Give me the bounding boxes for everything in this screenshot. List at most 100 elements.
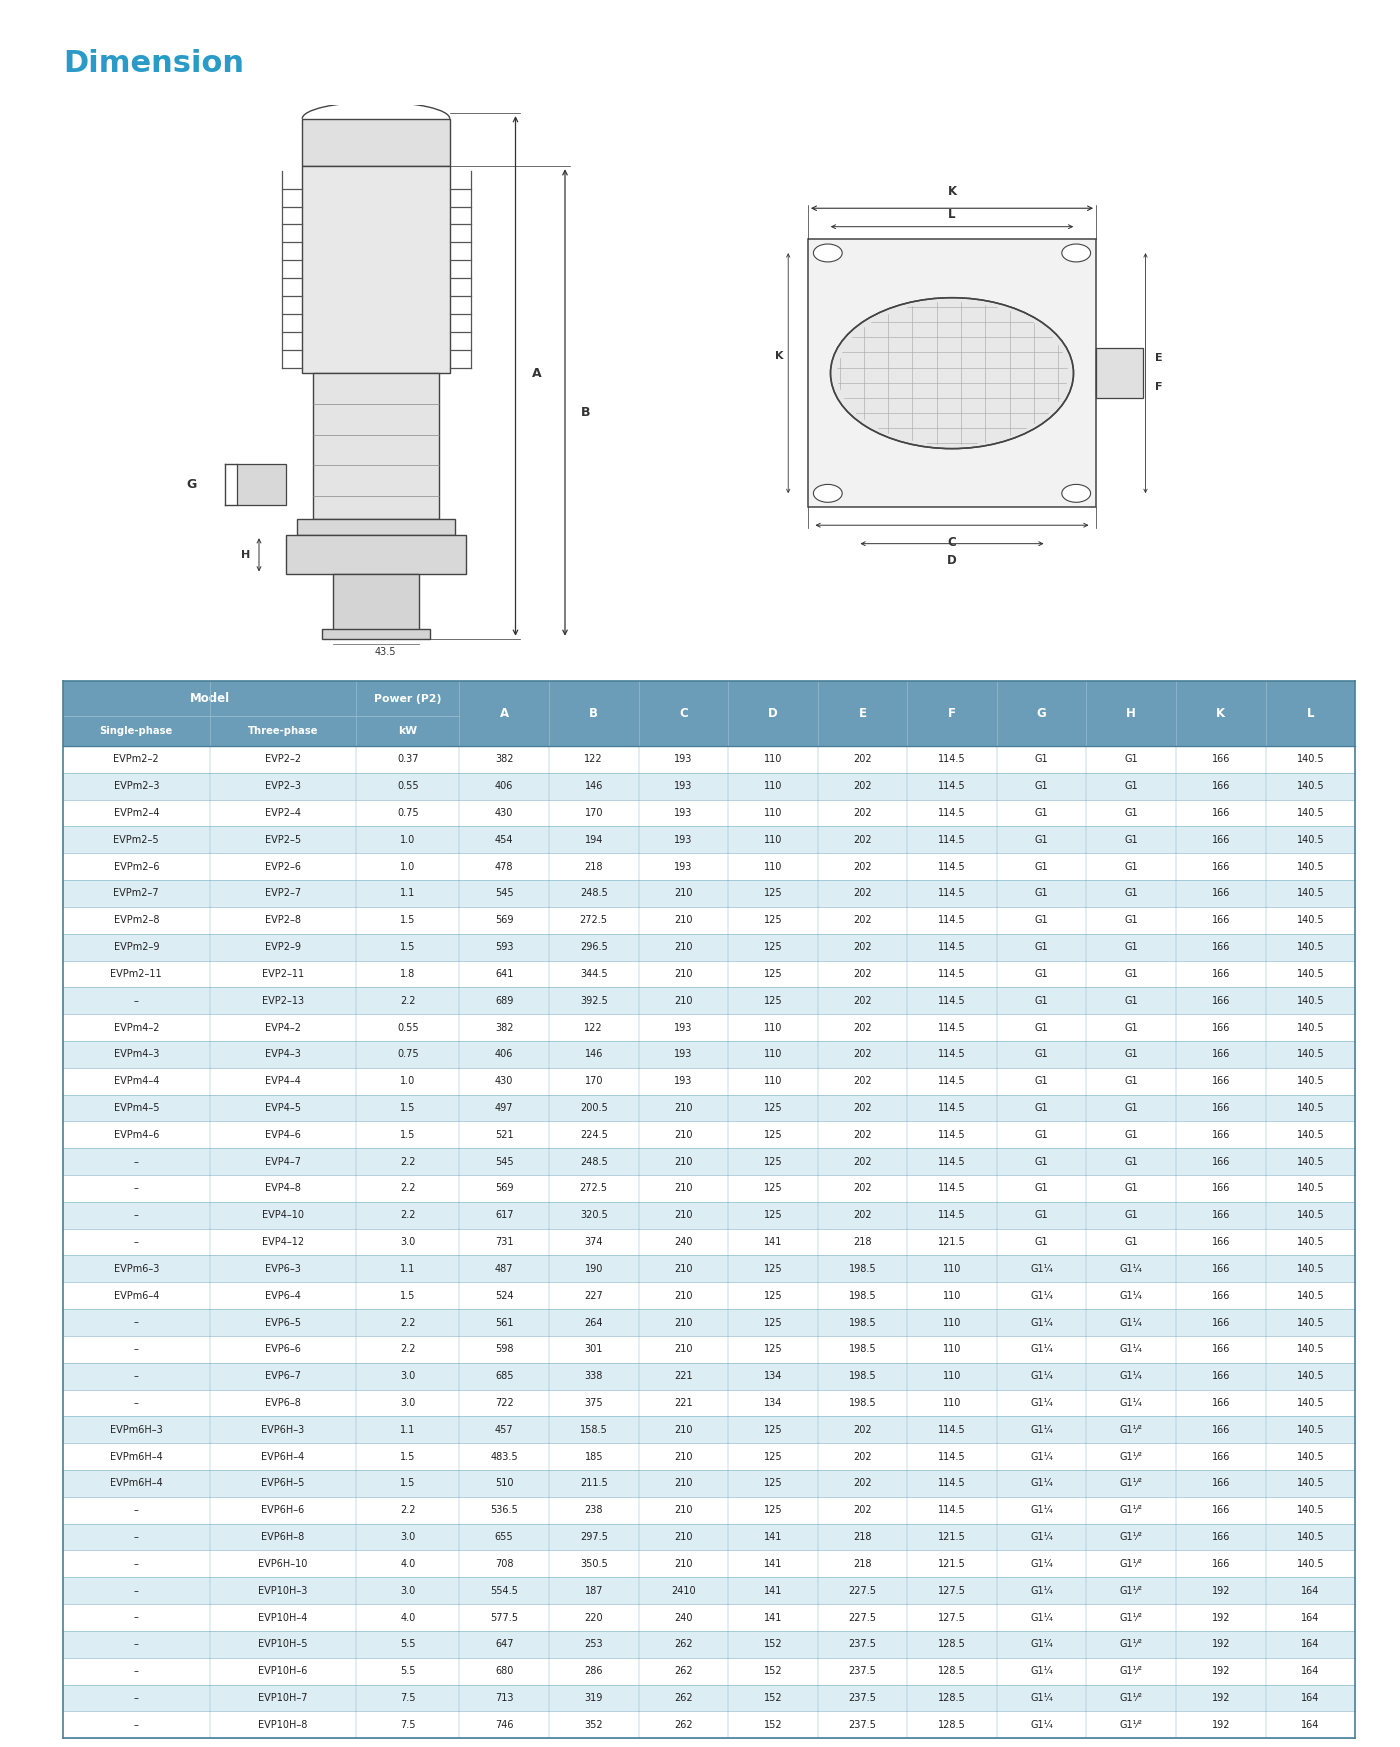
Text: G1: G1 (1124, 1022, 1138, 1032)
Text: G1: G1 (1035, 1022, 1049, 1032)
Text: G1: G1 (1035, 915, 1049, 926)
Text: EVP2–11: EVP2–11 (262, 970, 304, 978)
Text: 110: 110 (764, 835, 783, 846)
Text: 220: 220 (584, 1612, 603, 1623)
Text: 454: 454 (494, 835, 514, 846)
Text: 202: 202 (853, 1478, 872, 1488)
Text: 3.0: 3.0 (400, 1237, 416, 1247)
Text: 593: 593 (494, 942, 514, 952)
Text: G1: G1 (1035, 996, 1049, 1006)
Text: –: – (134, 1586, 139, 1595)
Text: 211.5: 211.5 (580, 1478, 608, 1488)
Text: 297.5: 297.5 (580, 1532, 608, 1543)
Text: L: L (948, 208, 956, 222)
Text: EVP6H–3: EVP6H–3 (262, 1426, 305, 1434)
Text: A: A (500, 708, 508, 720)
Text: 193: 193 (675, 1076, 693, 1087)
Text: EVP10H–7: EVP10H–7 (258, 1693, 308, 1703)
Text: 114.5: 114.5 (938, 889, 966, 898)
Text: 487: 487 (494, 1263, 514, 1274)
Text: 125: 125 (763, 1183, 783, 1193)
Text: 140.5: 140.5 (1296, 1237, 1324, 1247)
Text: 202: 202 (853, 1452, 872, 1462)
Text: F: F (948, 708, 956, 720)
Text: EVP6–4: EVP6–4 (265, 1291, 301, 1302)
Text: EVPm2–3: EVPm2–3 (113, 781, 160, 791)
Text: 110: 110 (942, 1345, 962, 1354)
Text: 746: 746 (494, 1719, 514, 1730)
Text: 210: 210 (673, 1532, 693, 1543)
Bar (237, 465, 286, 505)
Text: 140.5: 140.5 (1296, 1291, 1324, 1302)
Text: 164: 164 (1301, 1667, 1320, 1675)
Text: 194: 194 (585, 835, 603, 846)
Text: 641: 641 (496, 970, 514, 978)
Text: 210: 210 (673, 1211, 693, 1219)
Text: EVPm4–2: EVPm4–2 (113, 1022, 160, 1032)
Text: EVPm2–4: EVPm2–4 (113, 809, 160, 818)
Text: 237.5: 237.5 (848, 1639, 876, 1649)
Text: –: – (134, 1237, 139, 1247)
Text: 170: 170 (584, 1076, 603, 1087)
Text: G: G (186, 479, 196, 491)
Text: EVPm2–6: EVPm2–6 (113, 861, 160, 872)
Text: 210: 210 (673, 915, 693, 926)
Bar (302, 119, 449, 166)
Text: 166: 166 (1211, 889, 1231, 898)
Text: G1¹⁄²: G1¹⁄² (1120, 1693, 1142, 1703)
Text: 166: 166 (1211, 1398, 1231, 1408)
Text: G1¹⁄₄: G1¹⁄₄ (1030, 1612, 1053, 1623)
Text: 185: 185 (584, 1452, 603, 1462)
Text: –: – (134, 1667, 139, 1675)
Text: –: – (134, 1157, 139, 1167)
Text: 140.5: 140.5 (1296, 1398, 1324, 1408)
Bar (314, 374, 440, 519)
Text: G1¹⁄₄: G1¹⁄₄ (1030, 1398, 1053, 1408)
Text: 7.5: 7.5 (400, 1693, 416, 1703)
Text: 210: 210 (673, 1263, 693, 1274)
Text: EVPm6H–3: EVPm6H–3 (111, 1426, 162, 1434)
Text: 2.2: 2.2 (400, 996, 416, 1006)
Text: G1: G1 (1124, 1211, 1138, 1219)
Text: 685: 685 (494, 1371, 514, 1382)
Text: 1.1: 1.1 (400, 889, 416, 898)
Text: 202: 202 (853, 1157, 872, 1167)
Text: G1: G1 (1035, 755, 1049, 765)
Text: 1.0: 1.0 (400, 1076, 416, 1087)
Text: EVP2–4: EVP2–4 (265, 809, 301, 818)
Text: 166: 166 (1211, 915, 1231, 926)
Text: 524: 524 (494, 1291, 514, 1302)
Text: 1.1: 1.1 (400, 1263, 416, 1274)
Text: G1¹⁄²: G1¹⁄² (1120, 1532, 1142, 1543)
Text: –: – (134, 1612, 139, 1623)
Text: 152: 152 (763, 1639, 783, 1649)
Text: G1: G1 (1124, 1237, 1138, 1247)
Text: B: B (581, 405, 591, 419)
Text: 0.55: 0.55 (398, 1022, 419, 1032)
Text: 114.5: 114.5 (938, 835, 966, 846)
Text: EVP2–9: EVP2–9 (265, 942, 301, 952)
Text: EVPm6H–4: EVPm6H–4 (111, 1478, 162, 1488)
Text: Power (P2): Power (P2) (374, 694, 441, 704)
Text: G1: G1 (1035, 1076, 1049, 1087)
Text: 166: 166 (1211, 1157, 1231, 1167)
Text: –: – (134, 1693, 139, 1703)
Text: 202: 202 (853, 1076, 872, 1087)
Text: G1¹⁄²: G1¹⁄² (1120, 1612, 1142, 1623)
Text: 406: 406 (496, 1050, 514, 1059)
Text: EVP6H–8: EVP6H–8 (262, 1532, 305, 1543)
Text: 192: 192 (1211, 1612, 1231, 1623)
Text: 3.0: 3.0 (400, 1586, 416, 1595)
Text: 262: 262 (673, 1719, 693, 1730)
Text: 210: 210 (673, 889, 693, 898)
Text: 114.5: 114.5 (938, 1050, 966, 1059)
Text: 202: 202 (853, 889, 872, 898)
Text: 262: 262 (673, 1639, 693, 1649)
Text: 210: 210 (673, 1157, 693, 1167)
Text: 2410: 2410 (671, 1586, 696, 1595)
Text: G1: G1 (1035, 942, 1049, 952)
Text: 1.1: 1.1 (400, 1426, 416, 1434)
Text: G1: G1 (1035, 1157, 1049, 1167)
Text: –: – (134, 1398, 139, 1408)
Text: kW: kW (398, 727, 417, 735)
